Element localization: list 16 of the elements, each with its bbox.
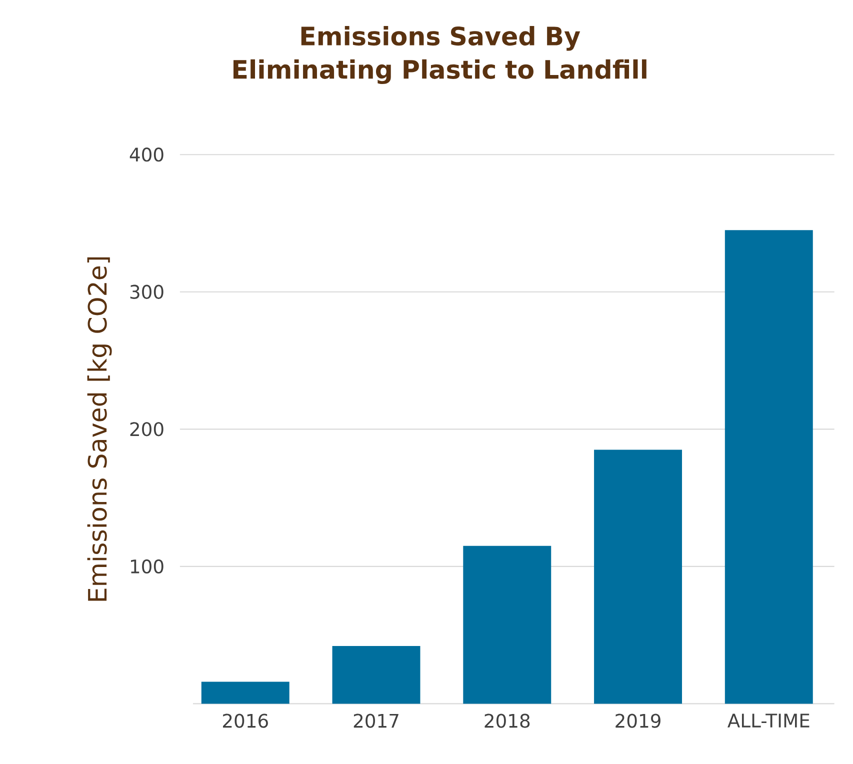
bar <box>201 682 290 704</box>
x-tick-label: ALL-TIME <box>728 714 810 728</box>
x-tick-label: 2018 <box>484 714 530 728</box>
bar <box>724 230 813 704</box>
x-tick-label: 2019 <box>616 714 660 728</box>
x-tick-label: 2016 <box>222 714 268 728</box>
y-tick-label: 200 <box>130 422 164 436</box>
chart-title: Emissions Saved By Eliminating Plastic to Landfill <box>233 26 646 84</box>
y-tick-label: 300 <box>130 284 164 300</box>
x-tick-label: 2017 <box>354 714 398 728</box>
y-axis-title: Emissions Saved [kg CO2e] <box>87 257 112 601</box>
y-tick-label: 400 <box>130 148 164 162</box>
bar <box>594 450 682 704</box>
bar <box>332 646 420 704</box>
bar <box>463 546 552 704</box>
y-tick-label: 100 <box>130 560 164 574</box>
